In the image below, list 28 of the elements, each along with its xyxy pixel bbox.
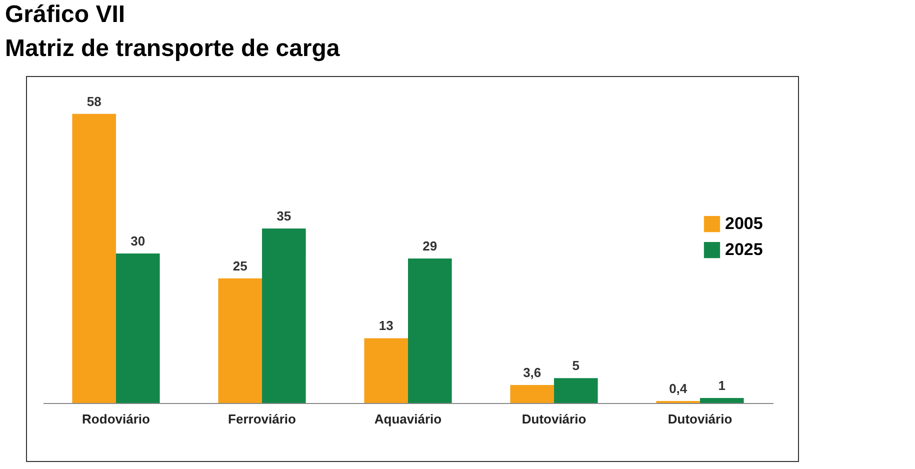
data-label: 5 xyxy=(572,358,580,374)
x-tick-label: Dutoviário xyxy=(522,412,586,426)
bar xyxy=(364,338,408,403)
x-tick-label: Dutoviário xyxy=(668,412,732,426)
data-label: 13 xyxy=(378,318,394,334)
x-tick-label: Rodoviário xyxy=(82,412,150,426)
data-label: 58 xyxy=(86,94,102,109)
bar xyxy=(554,378,598,403)
data-label: 1 xyxy=(718,378,726,394)
legend-label: 2005 xyxy=(725,214,763,233)
data-label: 29 xyxy=(422,238,438,254)
bar xyxy=(262,228,306,403)
bar xyxy=(72,114,116,403)
data-label: 30 xyxy=(130,233,146,248)
legend-label: 2025 xyxy=(725,240,763,259)
chart-subtitle: Matriz de transporte de carga xyxy=(5,34,341,64)
x-tick-label: Ferroviário xyxy=(228,412,296,426)
bar xyxy=(116,253,160,403)
bar xyxy=(408,258,452,403)
bar xyxy=(218,278,262,403)
bar xyxy=(510,385,554,403)
chart-title: Gráfico VII xyxy=(5,0,126,30)
data-label: 0,4 xyxy=(669,381,688,396)
data-label: 3,6 xyxy=(523,365,542,380)
data-label: 35 xyxy=(276,208,292,224)
bar xyxy=(700,398,744,403)
x-tick-label: Aquaviário xyxy=(374,412,442,426)
data-label: 25 xyxy=(232,258,248,274)
